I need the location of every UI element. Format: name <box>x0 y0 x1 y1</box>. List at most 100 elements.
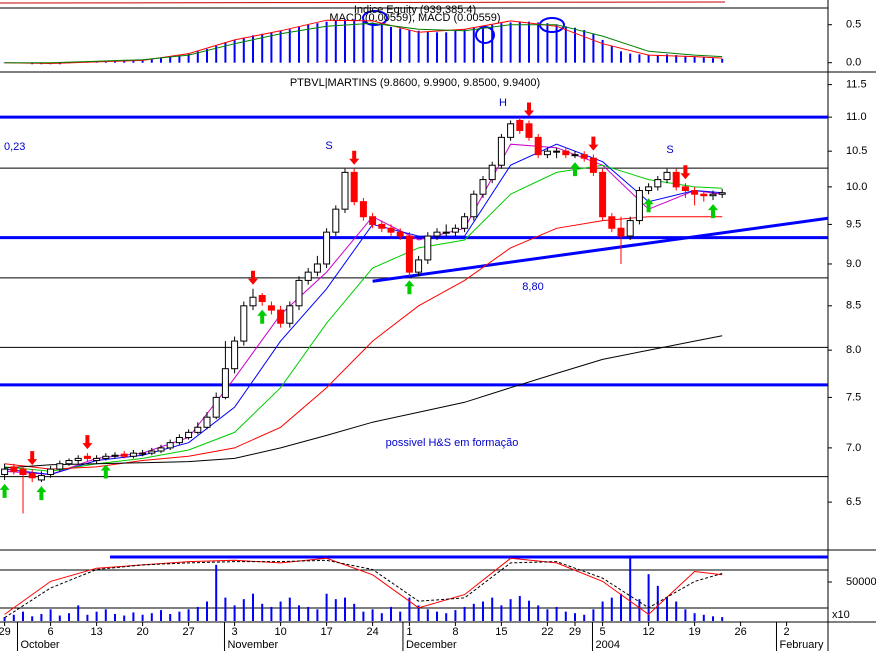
bar <box>509 599 512 621</box>
candle-body <box>47 468 55 475</box>
indicator-line <box>4 559 723 619</box>
bar <box>334 20 337 63</box>
buy-arrow <box>570 162 580 177</box>
y-tick-label: 0.5 <box>846 19 861 31</box>
candle-body <box>424 235 432 261</box>
bar <box>224 42 227 63</box>
sell-arrow <box>588 136 599 151</box>
bar <box>564 611 567 621</box>
candle-body <box>37 475 45 481</box>
candle-body <box>359 201 367 218</box>
bar <box>702 57 705 63</box>
bar <box>436 611 438 621</box>
candle-body <box>378 223 386 229</box>
sell-arrow <box>248 270 258 285</box>
buy-arrow <box>404 280 415 295</box>
annotation: H <box>499 97 507 109</box>
bar <box>178 611 181 621</box>
candle-body <box>599 171 607 218</box>
bar <box>307 606 310 621</box>
bar <box>454 610 457 621</box>
bar <box>77 605 80 621</box>
bar <box>684 55 687 63</box>
bar <box>58 615 61 621</box>
candle-body <box>516 119 524 132</box>
y-tick-label: 50000 <box>846 576 876 588</box>
bar <box>68 613 70 621</box>
equity-line <box>0 1 726 4</box>
bar <box>344 19 346 63</box>
bar <box>279 601 282 621</box>
y-tick-label: 8.5 <box>846 300 861 312</box>
bar <box>629 53 632 63</box>
y-tick-label: 0.0 <box>846 57 861 69</box>
bar <box>380 24 383 63</box>
annotation: 0,23 <box>4 141 25 153</box>
candle-body <box>635 190 643 222</box>
sell-arrow <box>82 435 93 450</box>
bar <box>454 30 457 63</box>
x-tick-label: 20 <box>136 626 148 638</box>
bar <box>362 20 365 63</box>
bar <box>215 45 218 63</box>
candle-body <box>507 123 515 138</box>
bar <box>187 53 190 63</box>
price-title: PTBVL|MARTINS (9.8600, 9.9900, 9.8500, 9… <box>290 77 540 89</box>
bar <box>390 26 392 63</box>
x-tick-label: 8 <box>452 626 458 638</box>
candle-body <box>240 305 248 342</box>
bar <box>160 58 162 63</box>
bar <box>592 33 595 63</box>
sell-arrow <box>680 165 691 180</box>
candle-body <box>681 186 689 192</box>
bar <box>150 58 153 63</box>
candle-body <box>111 454 119 457</box>
bar <box>610 597 613 621</box>
y-tick-label: 9.0 <box>846 258 861 270</box>
bar <box>362 611 365 621</box>
bar <box>49 609 52 621</box>
bar <box>390 606 392 621</box>
highlight <box>475 26 495 44</box>
candle-body <box>286 305 294 324</box>
bar <box>675 55 678 63</box>
bar <box>656 585 659 621</box>
bar <box>426 609 429 621</box>
bar <box>242 37 245 63</box>
bar <box>518 596 521 621</box>
x-tick-label: 27 <box>182 626 194 638</box>
candle-body <box>626 220 634 237</box>
candle-body <box>534 136 542 156</box>
month-label: December <box>406 639 457 651</box>
bar <box>537 605 540 621</box>
bar <box>417 605 420 621</box>
month-label: 2004 <box>595 639 619 651</box>
candle-body <box>387 227 395 233</box>
annotation: 8,80 <box>522 281 543 293</box>
candle-body <box>203 416 211 428</box>
candle-body <box>553 150 561 153</box>
bar <box>132 612 135 621</box>
y-tick-label: 9.5 <box>846 218 861 230</box>
annotation: S <box>666 144 673 156</box>
bar <box>647 574 650 621</box>
y-tick-label: 11.0 <box>846 111 867 123</box>
bar <box>610 45 613 63</box>
annotation: S <box>325 140 332 152</box>
bar <box>620 593 622 621</box>
buy-arrow <box>643 198 654 213</box>
bar <box>574 613 576 621</box>
x-tick-label: 26 <box>734 626 746 638</box>
candle-body <box>120 453 128 457</box>
bar <box>132 60 135 63</box>
bar <box>160 610 162 621</box>
candle-body <box>323 231 331 265</box>
candle-body <box>139 452 147 455</box>
bar <box>353 603 356 621</box>
bar <box>656 55 659 63</box>
candle-body <box>93 457 101 462</box>
annotation: possivel H&S em formação <box>386 437 519 449</box>
bar <box>592 609 595 621</box>
indicator-line <box>4 164 723 472</box>
candle-body <box>451 227 459 233</box>
